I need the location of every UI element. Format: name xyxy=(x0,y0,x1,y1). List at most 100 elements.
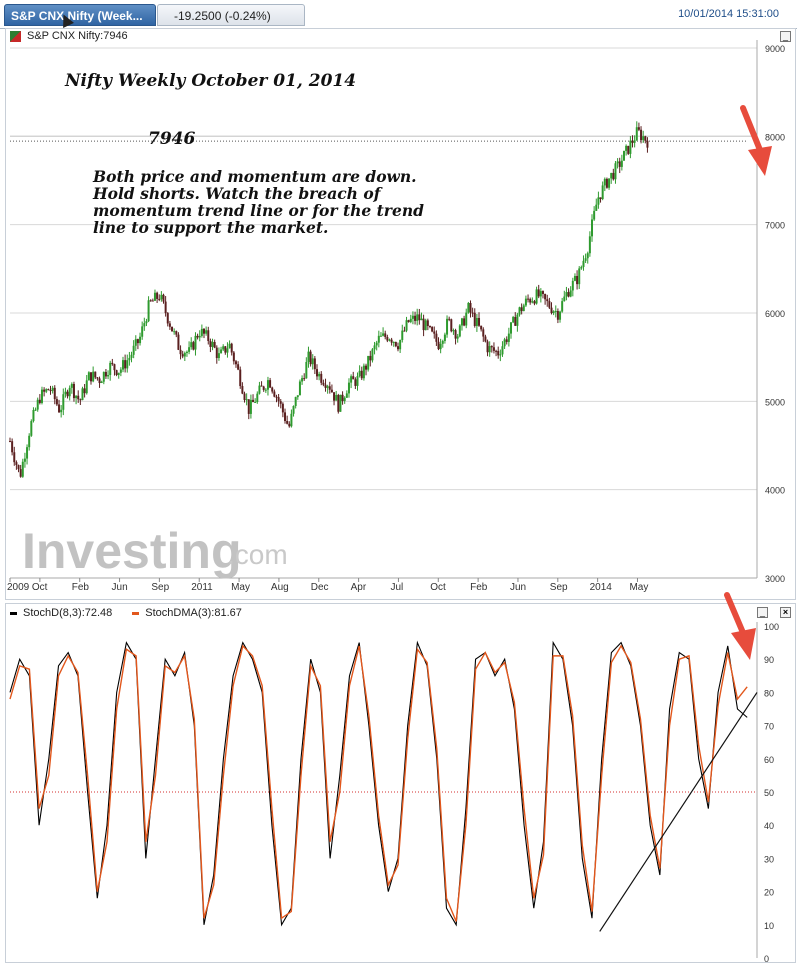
candle-body xyxy=(443,334,446,341)
candle-body xyxy=(313,358,316,370)
candle-body xyxy=(640,129,643,141)
candle-body xyxy=(207,330,210,341)
candle-body xyxy=(288,423,291,427)
candle-body xyxy=(471,312,474,314)
candle-body xyxy=(13,452,16,463)
candle-body xyxy=(102,371,105,382)
candle-body xyxy=(200,328,203,336)
candle-body xyxy=(230,343,233,353)
price-x-tick-label: May xyxy=(231,582,250,593)
candle-body xyxy=(211,341,214,347)
candle-body xyxy=(311,358,314,365)
candle-body xyxy=(49,390,52,392)
candle-body xyxy=(576,275,579,285)
candle-body xyxy=(60,409,63,413)
candle-body xyxy=(55,399,58,405)
candle-body xyxy=(109,362,112,375)
candle-body xyxy=(507,333,510,342)
candle-body xyxy=(335,394,338,401)
candle-body xyxy=(315,369,318,377)
candle-body xyxy=(113,364,116,371)
candle-body xyxy=(58,404,61,413)
candle-body xyxy=(203,328,206,334)
candle-body xyxy=(467,302,470,313)
minimize-icon[interactable]: _ xyxy=(780,31,791,42)
candle-body xyxy=(397,346,400,350)
stochd-swatch xyxy=(10,611,17,615)
candle-body xyxy=(625,145,628,151)
candle-body xyxy=(70,383,73,388)
candle-body xyxy=(239,369,242,387)
instrument-tab[interactable]: S&P CNX Nifty (Week... xyxy=(4,4,156,26)
candle-body xyxy=(271,387,274,392)
price-x-tick-label: 2014 xyxy=(590,582,613,593)
candle-body xyxy=(107,374,110,377)
candle-body xyxy=(17,465,20,470)
candle-body xyxy=(595,204,598,211)
candle-body xyxy=(85,380,88,394)
candle-body xyxy=(96,377,99,379)
annotation-line: Both price and momentum are down. xyxy=(92,167,417,186)
candle-body xyxy=(130,354,133,358)
candle-body xyxy=(450,319,453,332)
candle-body xyxy=(424,320,427,331)
change-tab[interactable]: -19.2500 (-0.24%) xyxy=(157,4,305,26)
candle-body xyxy=(19,469,22,477)
candle-body xyxy=(296,395,299,398)
candle-body xyxy=(111,362,114,365)
candle-body xyxy=(516,314,519,326)
candle-body xyxy=(522,305,525,312)
candle-body xyxy=(264,389,267,391)
candle-body xyxy=(136,339,139,344)
candle-body xyxy=(484,336,487,342)
candle-body xyxy=(179,349,182,355)
price-down-arrow-icon xyxy=(740,105,772,176)
candle-body xyxy=(409,318,412,322)
stoch-y-tick-label: 20 xyxy=(764,888,774,898)
candle-body xyxy=(241,386,244,394)
candle-body xyxy=(217,353,220,359)
candle-body xyxy=(115,370,118,375)
candle-body xyxy=(185,351,188,353)
annotation-line: Hold shorts. Watch the breach of xyxy=(92,184,383,203)
candle-body xyxy=(544,293,547,300)
price-y-tick-label: 5000 xyxy=(765,397,785,407)
candle-body xyxy=(509,322,512,334)
candle-body xyxy=(134,339,137,346)
candle-body xyxy=(40,389,43,403)
investing-watermark: Investing xyxy=(22,523,241,579)
candle-body xyxy=(356,376,359,386)
candle-body xyxy=(275,396,278,398)
minimize-icon-2[interactable]: _ xyxy=(757,607,768,618)
candle-body xyxy=(420,318,423,321)
candle-body xyxy=(644,136,647,141)
candle-body xyxy=(132,345,135,355)
close-icon[interactable]: × xyxy=(780,607,791,618)
candle-body xyxy=(473,312,476,326)
candle-body xyxy=(279,401,282,404)
candle-body xyxy=(646,140,649,148)
price-legend: S&P CNX Nifty:7946 xyxy=(10,30,128,42)
candle-body xyxy=(418,314,421,321)
candle-body xyxy=(373,345,376,350)
candle-body xyxy=(379,335,382,337)
candle-body xyxy=(497,350,500,356)
candle-body xyxy=(541,291,544,294)
candle-body xyxy=(407,320,410,322)
candle-body xyxy=(465,312,468,326)
price-x-tick-label: Oct xyxy=(32,582,48,593)
timestamp: 10/01/2014 15:31:00 xyxy=(678,8,779,20)
candle-body xyxy=(224,346,227,353)
candle-body xyxy=(94,371,97,378)
candle-body xyxy=(183,352,186,357)
candle-body xyxy=(21,461,24,477)
candle-body xyxy=(326,386,329,388)
candle-body xyxy=(478,317,481,326)
candle-body xyxy=(527,298,530,300)
candle-body xyxy=(486,341,489,353)
candle-body xyxy=(631,140,634,143)
candle-body xyxy=(188,347,191,352)
candle-body xyxy=(151,300,154,302)
candle-body xyxy=(614,163,617,180)
